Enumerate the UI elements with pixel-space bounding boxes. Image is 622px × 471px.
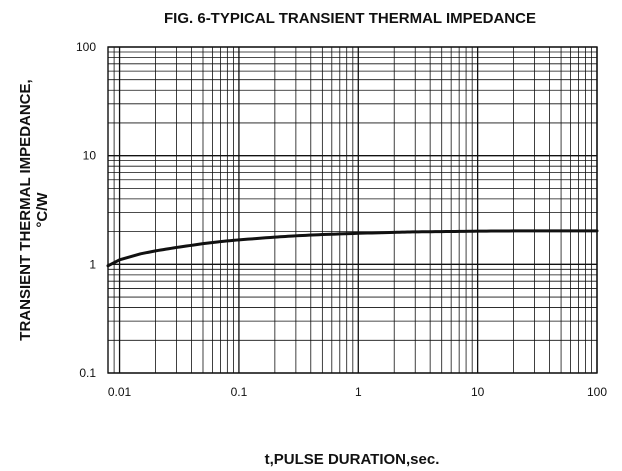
- y-tick-label: 100: [76, 40, 96, 54]
- y-axis-label: TRANSIENT THERMAL IMPEDANCE,: [17, 79, 34, 340]
- chart-title: FIG. 6-TYPICAL TRANSIENT THERMAL IMPEDAN…: [164, 10, 536, 27]
- y-tick-label: 10: [83, 149, 97, 163]
- x-tick-label: 0.01: [108, 385, 132, 399]
- tick-labels: 0.01 0.1 1 10 100 0.1 1 10 100: [76, 40, 607, 399]
- y-tick-label: 1: [89, 257, 96, 271]
- y-tick-label: 0.1: [79, 366, 96, 380]
- grid: [107, 46, 598, 374]
- x-tick-label: 10: [471, 385, 485, 399]
- y-axis-label-group: TRANSIENT THERMAL IMPEDANCE, °C/W: [17, 79, 51, 340]
- x-tick-label: 0.1: [231, 385, 248, 399]
- curve-layer: [106, 229, 599, 268]
- x-tick-label: 1: [355, 385, 362, 399]
- x-tick-label: 100: [587, 385, 607, 399]
- y-axis-unit: °C/W: [34, 192, 51, 228]
- plot-frame: [107, 46, 598, 374]
- thermal-impedance-curve: [106, 229, 599, 268]
- x-axis-label: t,PULSE DURATION,sec.: [265, 451, 440, 468]
